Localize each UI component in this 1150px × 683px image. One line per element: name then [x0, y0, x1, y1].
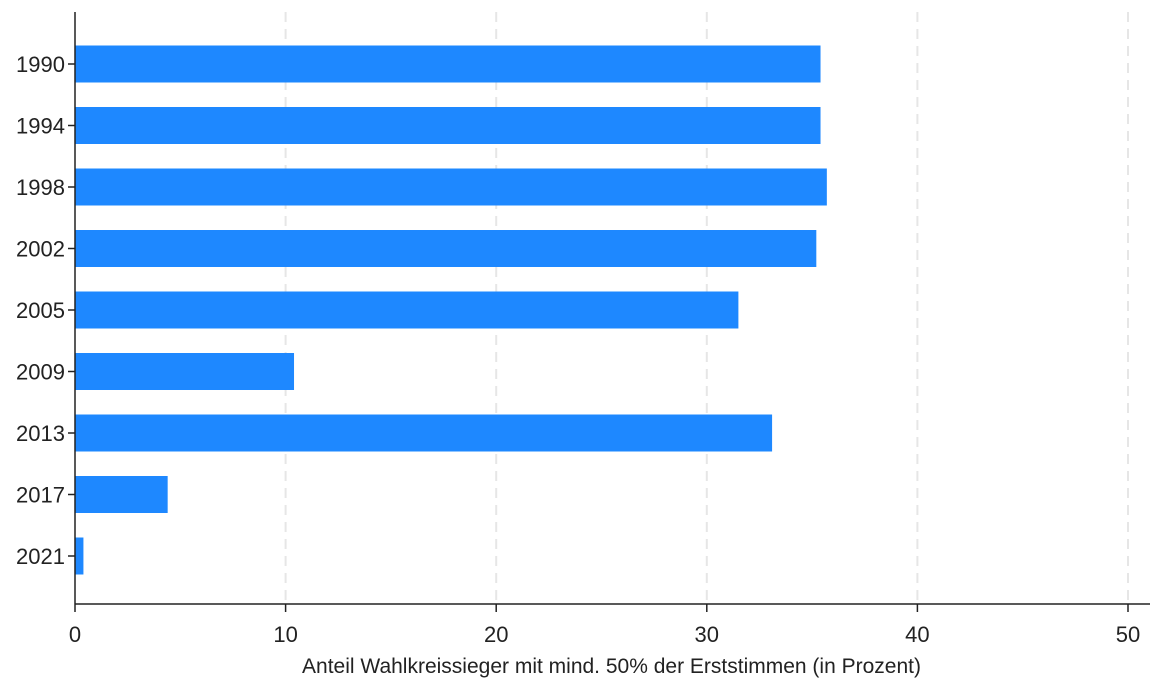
- y-tick-label-2009: 2009: [16, 360, 65, 385]
- bar-2017: [75, 476, 168, 513]
- bar-2021: [75, 537, 84, 575]
- y-tick-label-1994: 1994: [16, 114, 65, 139]
- x-tick-label-20: 20: [484, 622, 508, 647]
- x-tick-label-50: 50: [1116, 622, 1140, 647]
- x-axis-title: Anteil Wahlkreissieger mit mind. 50% der…: [302, 655, 921, 678]
- x-ticks: 0 10 20 30 40 50: [69, 604, 1140, 647]
- x-tick-label-0: 0: [69, 622, 81, 647]
- y-tick-label-2005: 2005: [16, 298, 65, 323]
- y-tick-label-1998: 1998: [16, 175, 65, 200]
- y-tick-label-2002: 2002: [16, 237, 65, 262]
- bar-1994: [75, 107, 821, 144]
- x-tick-label-40: 40: [905, 622, 929, 647]
- bar-2009: [75, 353, 295, 390]
- y-tick-label-2013: 2013: [16, 421, 65, 446]
- bar-2002: [75, 230, 817, 267]
- bars: [75, 45, 827, 575]
- axes: [74, 12, 1150, 605]
- bar-1990: [75, 45, 821, 83]
- y-tick-label-2017: 2017: [16, 483, 65, 508]
- bar-2013: [75, 414, 773, 452]
- y-tick-label-1990: 1990: [16, 52, 65, 77]
- x-tick-label-30: 30: [695, 622, 719, 647]
- bar-2005: [75, 291, 739, 329]
- bar-1998: [75, 168, 827, 206]
- y-tick-label-2021: 2021: [16, 544, 65, 569]
- y-tick-labels: 1990 1994 1998 2002 2005 2009 2013 2017 2021: [16, 52, 75, 569]
- x-tick-label-10: 10: [273, 622, 297, 647]
